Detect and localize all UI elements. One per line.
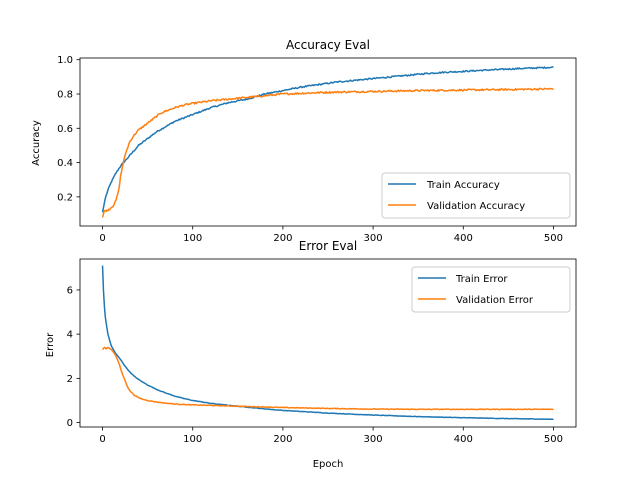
accuracy-x-tick-label: 400	[454, 233, 473, 244]
error-y-tick-label: 4	[67, 330, 73, 341]
legend-label-validation-error: Validation Error	[456, 295, 534, 306]
accuracy-series-validation-accuracy	[101, 87, 554, 218]
error-x-tick-label: 200	[273, 434, 292, 445]
error-x-tick-label: 0	[99, 434, 105, 445]
error-axes-frame	[79, 258, 577, 428]
error-x-tick-label: 300	[364, 434, 383, 445]
error-chart: Error Eval Epoch Error 0 100 200 300 400 5000…	[45, 239, 577, 470]
accuracy-x-tick-label: 300	[364, 233, 383, 244]
error-chart-title: Error Eval	[299, 239, 357, 253]
error-y-tick-label: 2	[67, 374, 73, 385]
error-x-tick-label: 500	[544, 434, 563, 445]
legend-label-validation-accuracy: Validation Accuracy	[427, 201, 525, 212]
error-y-tick-label: 6	[67, 285, 73, 296]
error-y-tick-label: 0	[67, 418, 73, 429]
error-series-validation-error	[101, 346, 554, 411]
accuracy-y-tick-label: 0.2	[57, 192, 73, 203]
accuracy-axes-frame	[79, 57, 577, 227]
accuracy-series-train-accuracy	[101, 66, 554, 213]
accuracy-x-tick-label: 0	[99, 233, 105, 244]
accuracy-y-tick-label: 0.6	[57, 124, 73, 135]
accuracy-legend-box	[381, 172, 571, 219]
accuracy-x-tick-label: 500	[544, 233, 563, 244]
accuracy-legend: Train Accuracy Validation Accuracy	[381, 172, 571, 219]
accuracy-chart-title: Accuracy Eval	[286, 38, 370, 52]
accuracy-plot-area: 0 100 200 300 400 500 0.2 0.4 0.6 0.8 1.0	[57, 55, 577, 244]
accuracy-y-tick-label: 0.8	[57, 90, 73, 101]
accuracy-y-tick-label: 1.0	[57, 55, 73, 66]
accuracy-x-tick-label: 100	[183, 233, 202, 244]
accuracy-y-axis-label: Accuracy	[31, 120, 42, 166]
error-plot-area: 0 100 200 300 400 500 0 2 4 6	[67, 258, 577, 445]
error-x-tick-label: 100	[183, 434, 202, 445]
legend-label-train-error: Train Error	[455, 274, 508, 285]
error-legend-box	[411, 266, 571, 313]
legend-label-train-accuracy: Train Accuracy	[426, 180, 500, 191]
accuracy-chart: Accuracy Eval Accuracy 0 100 200 300 400 5000…	[31, 38, 577, 244]
accuracy-x-tick-label: 200	[273, 233, 292, 244]
error-legend: Train Error Validation Error	[411, 266, 571, 313]
error-x-axis-label: Epoch	[313, 459, 344, 470]
error-y-axis-label: Error	[45, 332, 56, 357]
error-x-tick-label: 400	[454, 434, 473, 445]
accuracy-y-tick-label: 0.4	[57, 158, 73, 169]
error-series-train-error	[101, 265, 554, 421]
